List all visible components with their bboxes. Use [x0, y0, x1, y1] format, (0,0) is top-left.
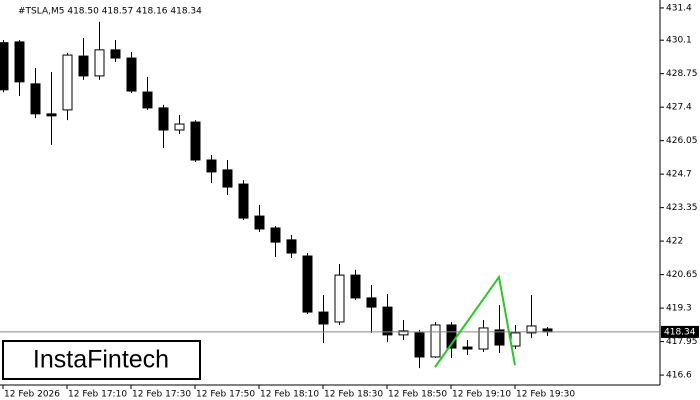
- bear-body: [142, 91, 153, 109]
- brand: InstaFintech: [33, 346, 169, 374]
- bear-body: [494, 329, 505, 346]
- bull-body: [478, 327, 489, 350]
- bear-body: [222, 169, 233, 188]
- bear-body: [158, 107, 169, 131]
- y-tick-label: 426.05: [666, 136, 698, 146]
- x-tick-label: 12 Feb 17:10: [68, 390, 127, 400]
- bear-body: [206, 159, 217, 173]
- price-label: 418.34: [664, 327, 696, 337]
- y-tick-label: 417.95: [666, 337, 698, 347]
- bear-body: [270, 227, 281, 243]
- x-tick-label: 12 Feb 18:30: [324, 390, 383, 400]
- bear-body: [414, 332, 425, 358]
- x-tick-label: 12 Feb 2026: [4, 390, 60, 400]
- bear-body: [126, 57, 137, 92]
- chart-title: #TSLA,M5 418.50 418.57 418.16 418.34: [18, 7, 202, 17]
- bull-body: [174, 123, 185, 131]
- bull-body: [510, 332, 521, 347]
- bear-body: [254, 215, 265, 230]
- bull-body: [526, 325, 537, 334]
- x-tick-label: 12 Feb 17:30: [132, 390, 191, 400]
- bear-body: [366, 297, 377, 308]
- y-tick-label: 427.4: [666, 103, 692, 113]
- brand-box: [2, 340, 201, 380]
- bull-body: [430, 324, 441, 358]
- bull-body: [62, 54, 73, 111]
- bear-body: [286, 239, 297, 254]
- y-tick-label: 422: [666, 237, 683, 247]
- x-tick-label: 12 Feb 19:10: [452, 390, 511, 400]
- y-tick-label: 419.3: [666, 304, 692, 314]
- price-box: [661, 325, 699, 338]
- y-tick-label: 430.1: [666, 36, 692, 46]
- y-tick-label: 431.4: [666, 3, 692, 13]
- bear-body: [382, 306, 393, 336]
- y-tick-label: 416.6: [666, 371, 692, 381]
- bear-body: [78, 55, 89, 77]
- x-tick-label: 12 Feb 18:50: [388, 390, 447, 400]
- bear-body: [318, 311, 329, 325]
- plot: [0, 21, 553, 369]
- bull-body: [398, 330, 409, 336]
- bear-body: [302, 255, 313, 313]
- x-tick-label: 12 Feb 17:50: [196, 390, 255, 400]
- x-tick-label: 12 Feb 19:30: [516, 390, 575, 400]
- y-tick-label: 420.65: [666, 270, 698, 280]
- bear-body: [462, 346, 473, 350]
- bear-body: [46, 113, 57, 117]
- bull-body: [94, 49, 105, 77]
- bull-body: [334, 274, 345, 323]
- bear-body: [14, 41, 25, 83]
- bear-body: [350, 274, 361, 299]
- bear-body: [238, 183, 249, 219]
- bear-body: [190, 121, 201, 161]
- y-tick-label: 423.35: [666, 203, 698, 213]
- y-tick-label: 424.7: [666, 170, 692, 180]
- pattern-line: [434, 274, 516, 368]
- bear-body: [110, 49, 121, 59]
- bear-body: [0, 42, 9, 91]
- y-tick-label: 428.75: [666, 69, 698, 79]
- x-tick-label: 12 Feb 18:10: [260, 390, 319, 400]
- bear-body: [30, 83, 41, 115]
